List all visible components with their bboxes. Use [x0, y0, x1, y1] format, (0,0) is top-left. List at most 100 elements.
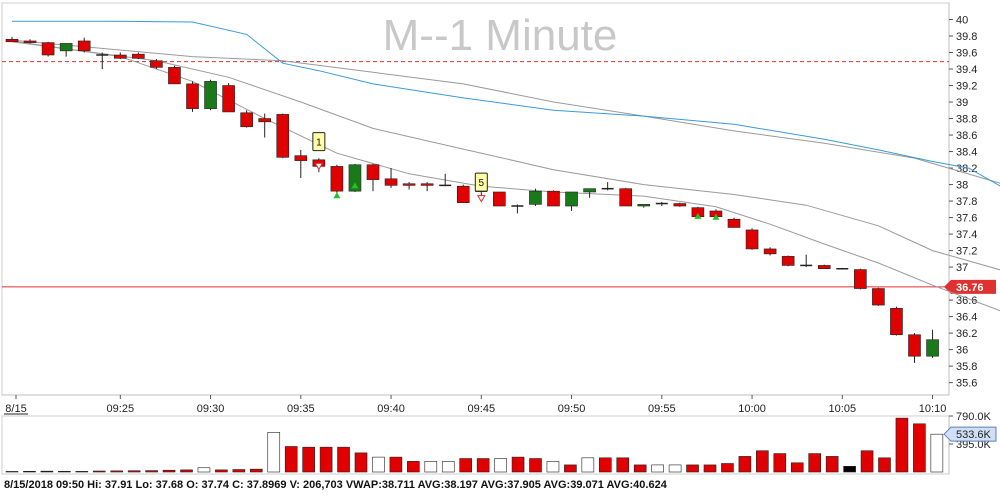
y-tick-label: 37.8: [956, 196, 977, 208]
price-panel: [1, 2, 950, 396]
candle-body: [456, 185, 470, 204]
volume-bar: [5, 471, 19, 473]
x-tick-label: 8/15: [5, 403, 26, 415]
buy-signal-arrow: [694, 212, 702, 219]
volume-bar: [633, 464, 647, 473]
volume-bar: [250, 468, 263, 473]
candle-body: [529, 190, 542, 205]
volume-bar: [703, 464, 717, 473]
y-tick-label: 39.4: [956, 64, 977, 76]
x-tick-label: 09:35: [287, 403, 315, 415]
buy-signal-arrow: [351, 182, 359, 189]
volume-bar: [686, 464, 699, 473]
candle-body: [41, 42, 55, 56]
trade-marker-label: 1: [316, 138, 322, 149]
x-tick-label: 10:10: [919, 403, 947, 415]
candle-body: [817, 265, 831, 270]
y-tick-label: 35.8: [956, 361, 977, 373]
volume-bar: [127, 470, 141, 473]
avg-line-mid: [11, 41, 1000, 271]
trade-marker-box: [312, 132, 326, 152]
volume-bar: [825, 456, 839, 473]
candle-body: [384, 178, 398, 186]
candle-body: [583, 188, 596, 193]
candle-body: [420, 183, 434, 186]
candle-body: [781, 256, 795, 266]
y-tick-label: 37.4: [956, 229, 977, 241]
price-label-tag: [944, 279, 996, 294]
y-tick-label: 38.4: [956, 147, 977, 159]
volume-tick-label: 790.0K: [956, 411, 992, 423]
volume-bar: [302, 446, 315, 473]
candle-body: [77, 40, 91, 52]
volume-bar: [58, 470, 71, 473]
candle-body: [890, 308, 903, 336]
candle-body: [763, 248, 777, 255]
candle-body: [240, 112, 253, 128]
candle-body: [168, 67, 181, 85]
volume-bar: [110, 470, 123, 473]
candle-body: [23, 40, 37, 43]
candle-body: [150, 60, 163, 68]
volume-bar: [40, 470, 54, 473]
x-tick-label: 09:25: [107, 403, 135, 415]
candle-body: [366, 164, 380, 180]
candle-body: [402, 183, 416, 186]
volume-bar: [284, 446, 298, 473]
candle-body: [619, 188, 633, 207]
x-tick-label: 09:45: [468, 403, 496, 415]
candle-body: [276, 114, 290, 158]
candle-body: [114, 54, 127, 59]
candle-body: [854, 269, 867, 289]
volume-bar: [616, 457, 630, 473]
trade-marker-box: [474, 172, 488, 192]
x-tick-label: 09:50: [558, 403, 586, 415]
x-tick-label: 09:55: [648, 403, 676, 415]
volume-tick-label: 395.0K: [956, 439, 992, 451]
volume-bar: [162, 469, 176, 473]
volume-bar: [738, 456, 752, 473]
volume-bar: [895, 417, 909, 473]
x-tick-label: 10:05: [829, 403, 857, 415]
y-tick-label: 37.2: [956, 246, 977, 258]
volume-bar: [372, 456, 385, 473]
volume-bar: [92, 470, 106, 473]
volume-bar: [878, 457, 891, 473]
volume-bar: [75, 471, 89, 473]
trade-marker-label: 5: [479, 178, 485, 189]
candle-body: [926, 339, 939, 357]
candle-body: [745, 229, 759, 250]
volume-bar: [790, 462, 804, 473]
y-tick-label: 39.2: [956, 81, 977, 93]
volume-bar: [756, 450, 769, 473]
y-tick-label: 36: [956, 345, 968, 357]
price-label-text: 36.76: [956, 282, 984, 294]
volume-bar: [180, 469, 193, 473]
volume-bar: [389, 456, 403, 473]
volume-bar: [441, 461, 455, 473]
volume-bar: [651, 464, 664, 473]
candle-body: [222, 85, 235, 113]
y-tick-label: 37.6: [956, 213, 977, 225]
volume-bar: [808, 453, 822, 473]
volume-bar: [232, 469, 246, 473]
volume-panel: [1, 415, 950, 475]
y-tick-label: 36.4: [956, 312, 977, 324]
y-tick-label: 36.2: [956, 328, 977, 340]
volume-bar: [424, 461, 438, 473]
volume-bar: [860, 450, 874, 473]
volume-bar: [598, 457, 612, 473]
volume-bar: [337, 446, 350, 473]
volume-current-label: 533.6K: [956, 429, 992, 441]
y-tick-label: 39.8: [956, 31, 977, 43]
sell-signal-arrow: [314, 162, 324, 171]
volume-bar: [529, 458, 542, 473]
candle-body: [348, 164, 362, 192]
volume-bar: [581, 457, 595, 473]
y-tick-label: 39.6: [956, 48, 977, 60]
candle-body: [204, 81, 217, 109]
candle-body: [637, 204, 651, 207]
candle-body: [908, 334, 921, 357]
